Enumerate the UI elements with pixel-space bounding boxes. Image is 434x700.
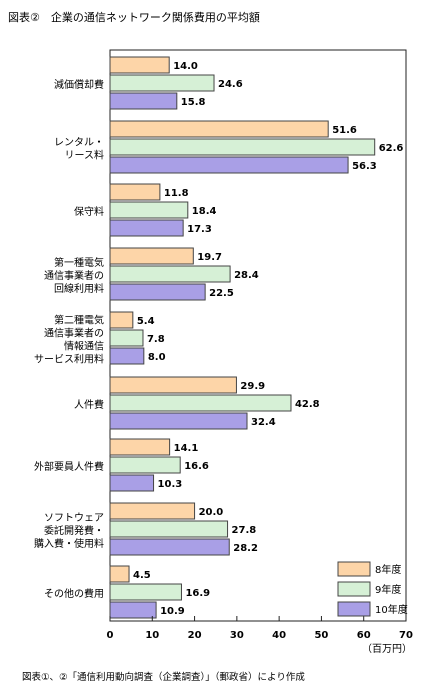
x-axis-unit-label: （百万円）: [362, 643, 412, 655]
bar: [109, 56, 170, 74]
bar: [109, 311, 134, 329]
x-tick-label: 10: [145, 630, 159, 641]
bar-value-label: 8.0: [148, 352, 166, 363]
x-tick-label: 20: [188, 630, 202, 641]
bar: [109, 502, 196, 520]
bar-value-label: 22.5: [209, 288, 234, 299]
bar-value-label: 15.8: [181, 97, 206, 108]
x-tick-label: 0: [107, 630, 114, 641]
bar: [109, 92, 178, 110]
x-tick-label: 30: [230, 630, 244, 641]
bar-value-label: 18.4: [192, 206, 217, 217]
bar-value-label: 27.8: [232, 525, 257, 536]
bar: [109, 219, 184, 237]
bar-value-label: 62.6: [379, 143, 404, 154]
legend-swatch: [337, 601, 371, 617]
bar: [109, 183, 161, 201]
category-label: ソフトウェア: [44, 512, 104, 524]
bar-value-label: 17.3: [187, 224, 212, 235]
bar-value-label: 28.4: [234, 270, 259, 281]
bar: [109, 156, 349, 174]
legend-label: 10年度: [375, 603, 408, 616]
category-label: 第二種電気: [54, 314, 104, 327]
bar-value-label: 14.1: [174, 443, 199, 454]
bar: [109, 412, 248, 430]
x-tick-label: 70: [399, 630, 413, 641]
bar: [109, 201, 189, 219]
bar-value-label: 4.5: [133, 570, 151, 581]
x-tick-label: 40: [272, 630, 286, 641]
bar: [109, 265, 231, 283]
category-label: レンタル・: [54, 137, 104, 149]
bar: [109, 520, 229, 538]
bar-value-label: 16.6: [184, 461, 209, 472]
bar-value-label: 32.4: [251, 417, 276, 428]
legend: 8年度 9年度 10年度: [337, 561, 408, 617]
bar-value-label: 20.0: [199, 507, 224, 518]
bar: [109, 583, 182, 601]
bar-value-label: 24.6: [218, 79, 243, 90]
bar: [109, 138, 376, 156]
bar-value-label: 7.8: [147, 334, 165, 345]
category-label: 回線利用料: [54, 282, 104, 295]
bar: [109, 329, 144, 347]
category-label: 通信事業者の: [44, 327, 104, 340]
bar-value-label: 16.9: [185, 588, 210, 599]
bar: [109, 538, 230, 556]
category-label: 委託開発費・: [44, 524, 104, 537]
bar-value-label: 42.8: [295, 399, 320, 410]
bar: [109, 74, 215, 92]
bar: [109, 120, 329, 138]
category-labels: 減価償却費レンタル・リース料保守料第一種電気通信事業者の回線利用料第二種電気通信…: [34, 78, 104, 600]
bar-value-label: 19.7: [197, 252, 222, 263]
bar: [109, 601, 157, 619]
bar-value-label: 14.0: [173, 61, 198, 72]
x-tick-label: 50: [314, 630, 328, 641]
bar: [109, 376, 237, 394]
category-label: リース料: [65, 149, 105, 162]
bar-value-label: 56.3: [352, 161, 377, 172]
legend-swatch: [337, 561, 371, 577]
category-label: 保守料: [74, 205, 104, 218]
chart-title: 図表② 企業の通信ネットワーク関係費用の平均額: [8, 10, 260, 24]
category-label: 減価償却費: [54, 78, 104, 91]
category-label: 情報通信: [64, 340, 104, 353]
category-label: サービス利用料: [34, 353, 104, 366]
bar: [109, 283, 206, 301]
bar-value-label: 51.6: [332, 125, 357, 136]
category-label: 第一種電気: [54, 256, 104, 269]
legend-swatch: [337, 581, 371, 597]
x-axis: 0 10 20 30 40 50 60 70: [107, 616, 413, 641]
category-label: 外部要員人件費: [34, 460, 104, 473]
bar-value-label: 11.8: [164, 188, 189, 199]
bar-value-label: 28.2: [233, 543, 258, 554]
bar-value-label: 10.3: [158, 479, 183, 490]
bar: [109, 565, 130, 583]
category-label: 通信事業者の: [44, 269, 104, 282]
bar: [109, 456, 181, 474]
bars-group: 14.0 24.6 15.8 51.6 62.656.3 11.818.4 17.3 19.7…: [109, 56, 404, 619]
legend-label: 9年度: [375, 583, 401, 596]
category-label: その他の費用: [44, 587, 104, 600]
category-label: 人件費: [74, 398, 104, 411]
bar-value-label: 10.9: [160, 606, 185, 617]
bar: [109, 394, 292, 412]
legend-label: 8年度: [375, 563, 401, 576]
category-label: 購入費・使用料: [34, 537, 104, 550]
source-note: 図表①、②「通信利用動向調査（企業調査）」（郵政省）により作成: [22, 671, 305, 683]
bar-value-label: 29.9: [240, 381, 265, 392]
bar-value-label: 5.4: [137, 316, 155, 327]
bar: [109, 438, 171, 456]
bar: [109, 474, 155, 492]
bar: [109, 347, 145, 365]
bar: [109, 247, 194, 265]
x-tick-label: 60: [357, 630, 371, 641]
